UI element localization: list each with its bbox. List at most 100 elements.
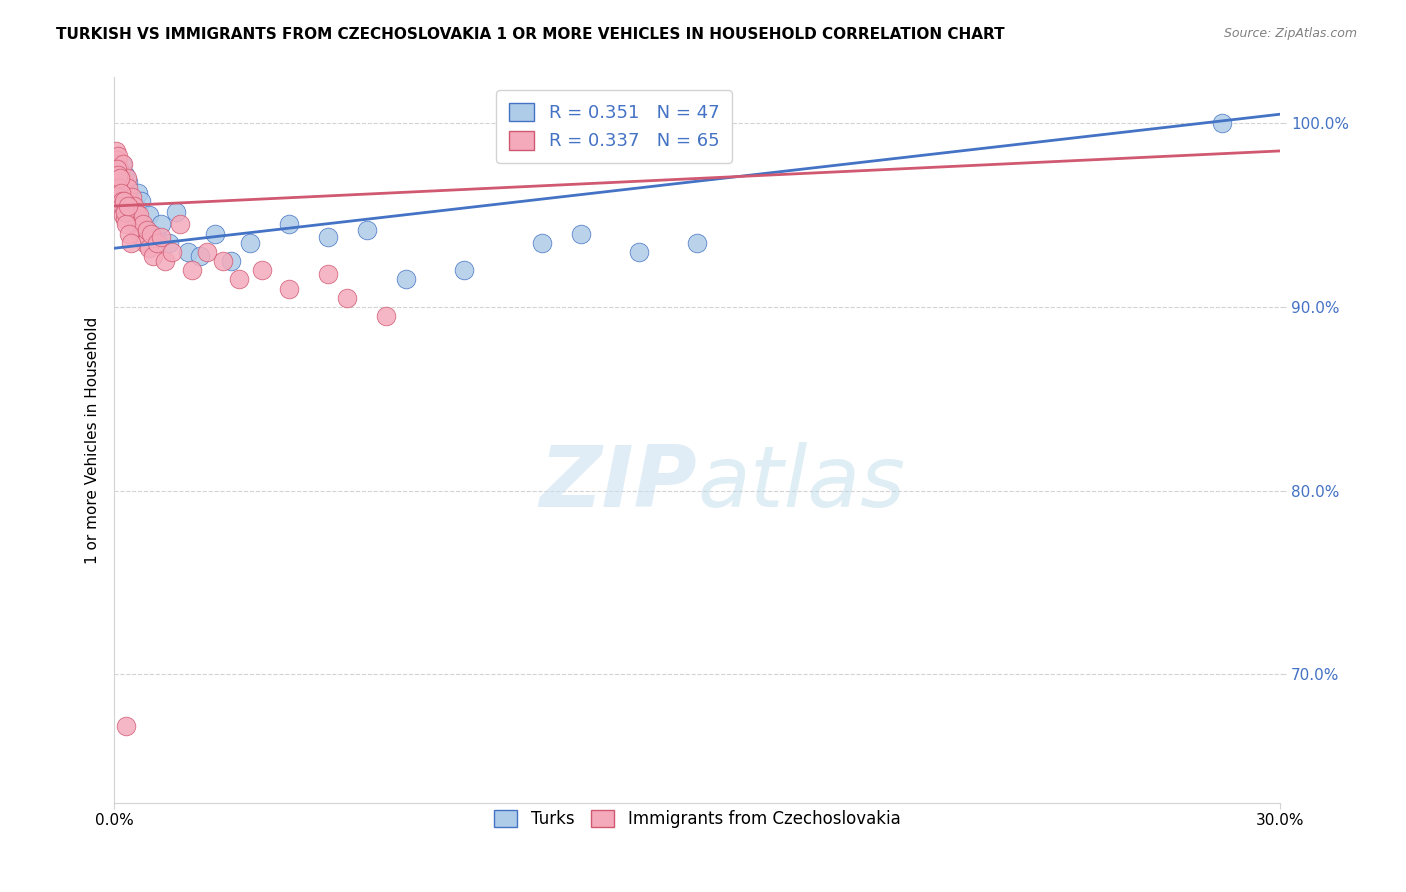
Point xyxy=(134,235,156,250)
Point xyxy=(111,180,134,194)
Point xyxy=(125,204,148,219)
Point xyxy=(108,162,131,177)
Point xyxy=(104,144,127,158)
Point xyxy=(118,194,141,208)
Point xyxy=(112,208,135,222)
Point xyxy=(115,719,138,733)
Point xyxy=(105,175,128,189)
Point xyxy=(118,204,141,219)
Point xyxy=(278,218,301,232)
Point xyxy=(181,263,204,277)
Point xyxy=(117,175,139,189)
Point xyxy=(127,186,149,201)
Point xyxy=(278,282,301,296)
Point xyxy=(115,194,138,208)
Point xyxy=(118,204,141,219)
Point xyxy=(115,180,138,194)
Point xyxy=(395,272,418,286)
Point xyxy=(375,310,398,324)
Point xyxy=(108,180,131,194)
Point xyxy=(228,272,250,286)
Point xyxy=(569,227,592,241)
Point xyxy=(132,218,155,232)
Point xyxy=(127,223,149,237)
Point xyxy=(112,194,135,208)
Point xyxy=(111,190,134,204)
Legend: Turks, Immigrants from Czechoslovakia: Turks, Immigrants from Czechoslovakia xyxy=(488,803,907,835)
Point xyxy=(122,199,145,213)
Point xyxy=(112,175,135,189)
Point xyxy=(120,235,142,250)
Point xyxy=(110,186,132,201)
Point xyxy=(138,208,160,222)
Point xyxy=(108,171,131,186)
Point xyxy=(131,194,153,208)
Text: atlas: atlas xyxy=(697,442,905,525)
Point xyxy=(107,184,129,198)
Point xyxy=(105,153,128,167)
Point xyxy=(112,190,135,204)
Point xyxy=(124,218,146,232)
Point xyxy=(107,168,129,182)
Point xyxy=(138,241,160,255)
Point xyxy=(169,218,191,232)
Point xyxy=(149,218,172,232)
Point xyxy=(162,244,184,259)
Point xyxy=(142,249,165,263)
Point xyxy=(105,162,128,177)
Point xyxy=(115,218,138,232)
Point xyxy=(114,190,136,204)
Point xyxy=(121,208,143,222)
Point xyxy=(110,168,132,182)
Point xyxy=(114,168,136,182)
Point xyxy=(139,227,162,241)
Point xyxy=(121,190,143,204)
Point xyxy=(157,235,180,250)
Point xyxy=(356,223,378,237)
Text: ZIP: ZIP xyxy=(540,442,697,525)
Point xyxy=(122,211,145,226)
Point xyxy=(110,194,132,208)
Point xyxy=(146,230,169,244)
Point xyxy=(108,171,131,186)
Point xyxy=(627,244,650,259)
Point xyxy=(112,186,135,201)
Point xyxy=(149,230,172,244)
Point xyxy=(107,149,129,163)
Point xyxy=(117,199,139,213)
Point xyxy=(153,254,176,268)
Point xyxy=(1211,116,1233,130)
Point xyxy=(124,199,146,213)
Point xyxy=(146,235,169,250)
Point xyxy=(121,211,143,226)
Point xyxy=(111,199,134,213)
Point xyxy=(120,208,142,222)
Point xyxy=(316,267,339,281)
Point xyxy=(110,186,132,201)
Text: TURKISH VS IMMIGRANTS FROM CZECHOSLOVAKIA 1 OR MORE VEHICLES IN HOUSEHOLD CORREL: TURKISH VS IMMIGRANTS FROM CZECHOSLOVAKI… xyxy=(56,27,1005,42)
Point xyxy=(128,208,150,222)
Point xyxy=(136,223,159,237)
Point xyxy=(105,157,128,171)
Point xyxy=(197,244,219,259)
Point xyxy=(131,230,153,244)
Point xyxy=(107,180,129,194)
Point xyxy=(165,204,187,219)
Point xyxy=(105,171,128,186)
Point xyxy=(111,157,134,171)
Point xyxy=(188,249,211,263)
Point xyxy=(117,199,139,213)
Point xyxy=(453,263,475,277)
Point xyxy=(336,291,359,305)
Point xyxy=(142,227,165,241)
Point xyxy=(117,227,139,241)
Point xyxy=(112,194,135,208)
Y-axis label: 1 or more Vehicles in Household: 1 or more Vehicles in Household xyxy=(86,317,100,564)
Point xyxy=(686,235,709,250)
Point xyxy=(239,235,262,250)
Text: Source: ZipAtlas.com: Source: ZipAtlas.com xyxy=(1223,27,1357,40)
Point xyxy=(114,211,136,226)
Point xyxy=(115,171,138,186)
Point xyxy=(105,168,128,182)
Point xyxy=(316,230,339,244)
